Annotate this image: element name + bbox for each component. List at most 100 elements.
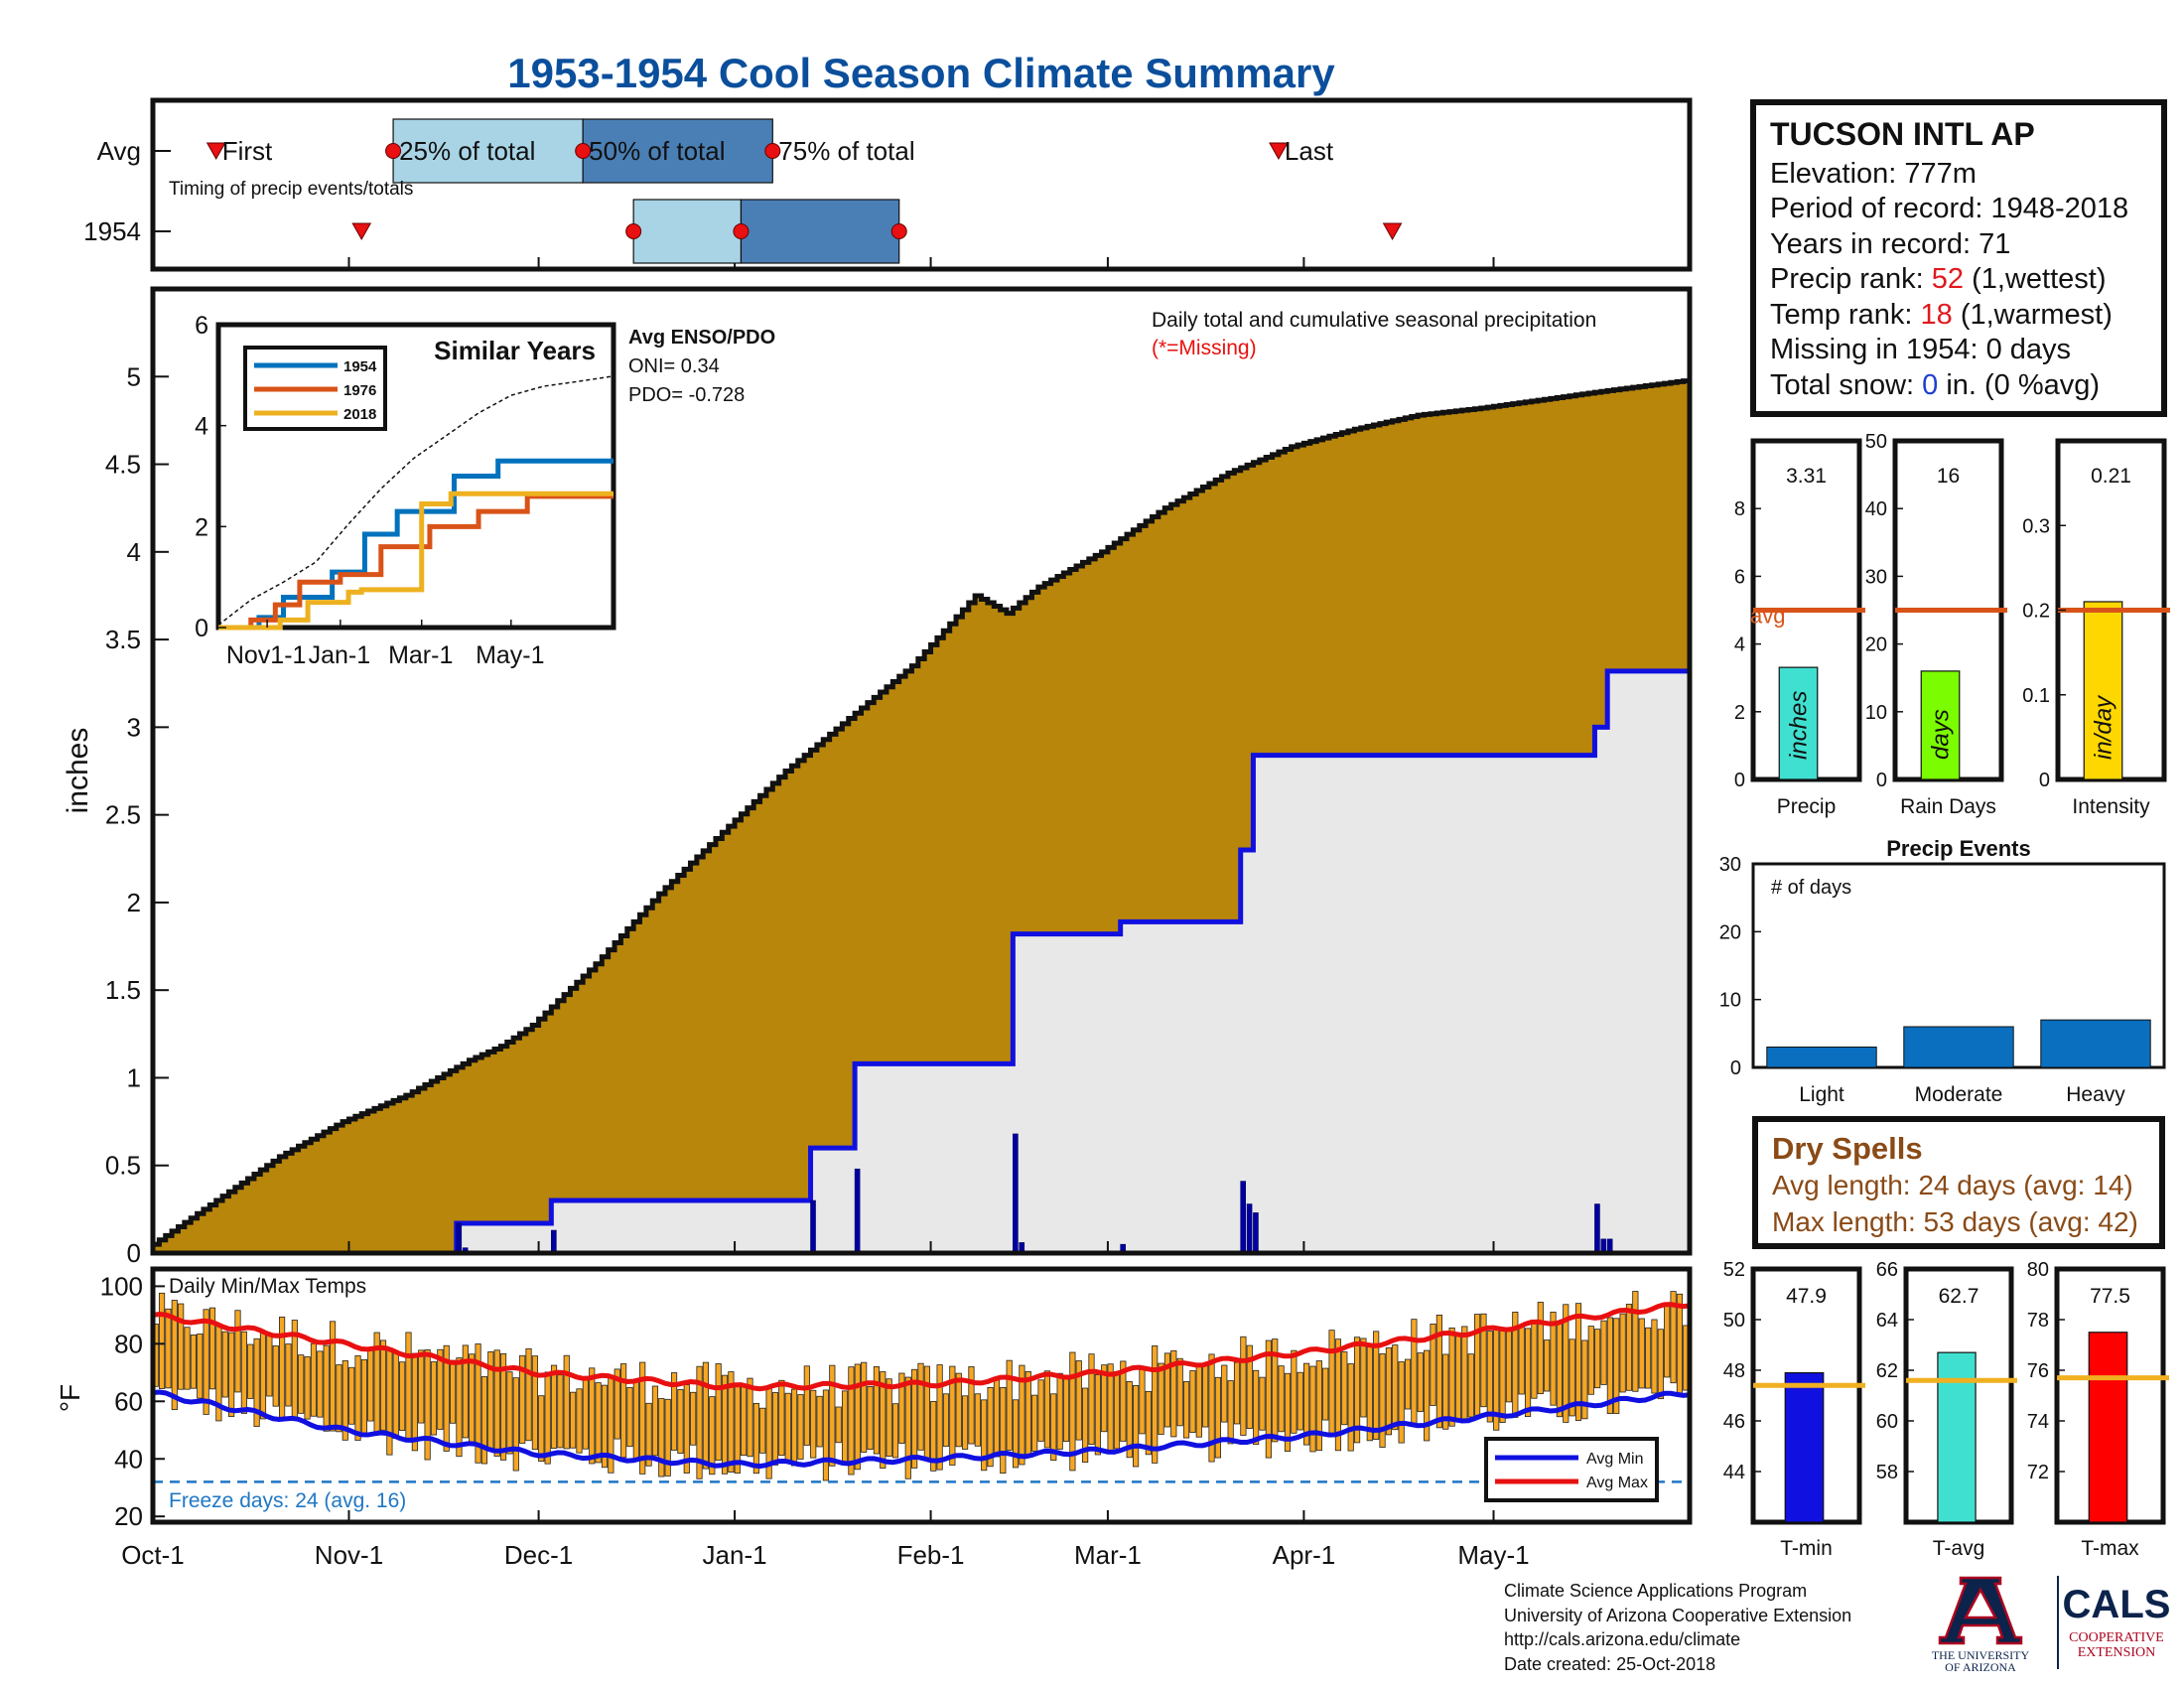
precip-bar-y-tick-label: 0	[2039, 770, 2050, 791]
precip-events-bar-light	[1766, 1047, 1877, 1068]
daily-temp-bar	[1000, 1387, 1007, 1474]
missing-note: (*=Missing)	[1152, 337, 1257, 359]
daily-temp-bar	[253, 1337, 260, 1427]
precip-bar-y-tick-label: 4	[1734, 634, 1745, 656]
daily-temp-bar	[1031, 1394, 1038, 1452]
temp-rank-text: Temp rank: 18 (1,warmest)	[1770, 298, 2147, 334]
daily-temp-bar	[595, 1382, 602, 1464]
daily-temp-bar	[778, 1379, 785, 1457]
legend-label-avg-max: Avg Max	[1586, 1475, 1648, 1491]
daily-temp-bar	[1158, 1362, 1164, 1435]
station-name: TUCSON INTL AP	[1770, 116, 2035, 152]
temp-rank-prefix: Temp rank:	[1770, 298, 1921, 331]
daily-precip-bar	[810, 1199, 816, 1254]
temp-bar-y-tick-label: 58	[1876, 1462, 1898, 1483]
daily-temp-bar	[942, 1393, 950, 1447]
temp-bar-y-tick-label: 46	[1723, 1411, 1745, 1433]
cumulative-annotation: Daily total and cumulative seasonal prec…	[1152, 309, 1596, 332]
cumulative-y-tick-label: 4	[127, 537, 141, 567]
daily-temp-bar	[304, 1356, 311, 1420]
daily-temp-bar	[1113, 1371, 1121, 1450]
credits-line-4: Date created: 25-Oct-2018	[1504, 1653, 1716, 1674]
timing-25-50-box	[632, 199, 743, 264]
daily-temp-bar	[1467, 1353, 1474, 1418]
daily-temp-bar	[1334, 1338, 1342, 1452]
daily-temp-bar	[923, 1365, 930, 1459]
similar-years-line-1954	[218, 458, 614, 631]
timing-first-triangle	[351, 222, 372, 241]
timing-last-triangle	[1382, 222, 1403, 241]
precip-bar-unit-label: inches	[1786, 691, 1813, 760]
daily-temp-bar	[1322, 1367, 1329, 1421]
temp-bar-y-tick-label: 60	[1876, 1411, 1898, 1433]
timing-75-label: 75% of total	[778, 136, 914, 166]
daily-precip-bar	[1246, 1203, 1253, 1254]
precip-bar-category-label: Intensity	[2072, 795, 2150, 818]
daily-temp-bar	[197, 1334, 204, 1399]
daily-precip-bar	[1594, 1203, 1600, 1254]
daily-temp-bar	[1043, 1370, 1050, 1449]
daily-temp-bar	[696, 1365, 703, 1479]
temp-y-tick-label: 20	[114, 1501, 143, 1531]
enso-title: Avg ENSO/PDO	[628, 327, 775, 349]
precip-bar-unit-label: days	[1928, 709, 1955, 760]
daily-temp-bar	[519, 1354, 526, 1444]
daily-temp-bar	[1341, 1351, 1348, 1426]
daily-temp-bar	[310, 1342, 318, 1417]
temp-bar-category-label: T-avg	[1933, 1537, 1985, 1560]
temp-bar-category-label: T-max	[2081, 1537, 2139, 1560]
cumulative-plot-frame	[150, 286, 1693, 1256]
daily-temp-bar	[835, 1406, 842, 1444]
daily-temp-bar	[867, 1385, 874, 1451]
precip-bar-y-tick-label: 0	[1876, 770, 1887, 791]
daily-temp-bar	[1366, 1344, 1373, 1442]
daily-temp-bar	[550, 1364, 558, 1449]
temp-bar-y-tick-label: 50	[1723, 1310, 1745, 1332]
daily-temp-bar	[759, 1407, 766, 1454]
daily-temp-bar	[1645, 1327, 1652, 1389]
daily-precip-bar	[1240, 1181, 1247, 1254]
daily-temp-bar	[1062, 1378, 1070, 1442]
precip-rank-prefix: Precip rank:	[1770, 263, 1932, 295]
daily-temp-bar	[1505, 1328, 1513, 1403]
oni-label: ONI= 0.34	[628, 355, 720, 377]
daily-temp-bar	[670, 1372, 678, 1451]
precip-bar-rain-days	[1920, 670, 1961, 780]
daily-temp-bar	[506, 1371, 513, 1455]
daily-temp-bar	[1606, 1317, 1613, 1414]
daily-temp-bar	[1037, 1379, 1044, 1442]
daily-temp-bar	[1120, 1360, 1127, 1442]
daily-temp-bar	[298, 1354, 305, 1414]
timing-25-label: 25% of total	[399, 136, 535, 166]
daily-temp-bar	[1050, 1393, 1057, 1462]
daily-temp-bar	[158, 1292, 166, 1389]
timing-p25-marker	[625, 223, 642, 239]
daily-temp-bar	[1221, 1364, 1228, 1423]
precip-events-y-tick-label: 10	[1719, 990, 1741, 1012]
daily-temp-bar	[437, 1348, 444, 1430]
timing-last-triangle	[1269, 142, 1289, 161]
cumulative-y-tick-label: 3	[127, 712, 141, 742]
cumulative-y-tick-label: 4.5	[105, 450, 141, 480]
precip-bar-y-tick-label: 2	[1734, 702, 1745, 724]
daily-temp-bar	[1398, 1361, 1405, 1444]
precip-bar-precip	[1778, 666, 1819, 780]
similar-years-y-tick-label: 6	[195, 312, 208, 340]
avg-min-line	[152, 1389, 1691, 1470]
daily-temp-bar	[1278, 1365, 1285, 1433]
precip-bar-y-tick-label: 6	[1734, 566, 1745, 588]
daily-temp-bar	[1676, 1293, 1684, 1397]
cals-sub-1: COOPERATIVE	[2069, 1630, 2164, 1645]
daily-temp-bar	[1303, 1362, 1310, 1446]
similar-years-avg-dashed-line	[217, 375, 614, 627]
period-text: Period of record: 1948-2018	[1770, 193, 2129, 224]
precip-bar-value-label: 16	[1937, 465, 1960, 488]
temp-bar-t-max	[2088, 1332, 2128, 1523]
dry-spells-box: Dry Spells Avg length: 24 days (avg: 14)…	[1752, 1116, 2165, 1249]
temp-bar-y-tick-label: 72	[2027, 1462, 2049, 1483]
daily-temp-bar	[456, 1357, 463, 1458]
daily-temp-bar	[399, 1361, 406, 1431]
daily-temp-bar	[1353, 1336, 1361, 1444]
daily-temp-bar	[1094, 1374, 1101, 1456]
temp-bar-y-tick-label: 52	[1723, 1259, 1745, 1281]
